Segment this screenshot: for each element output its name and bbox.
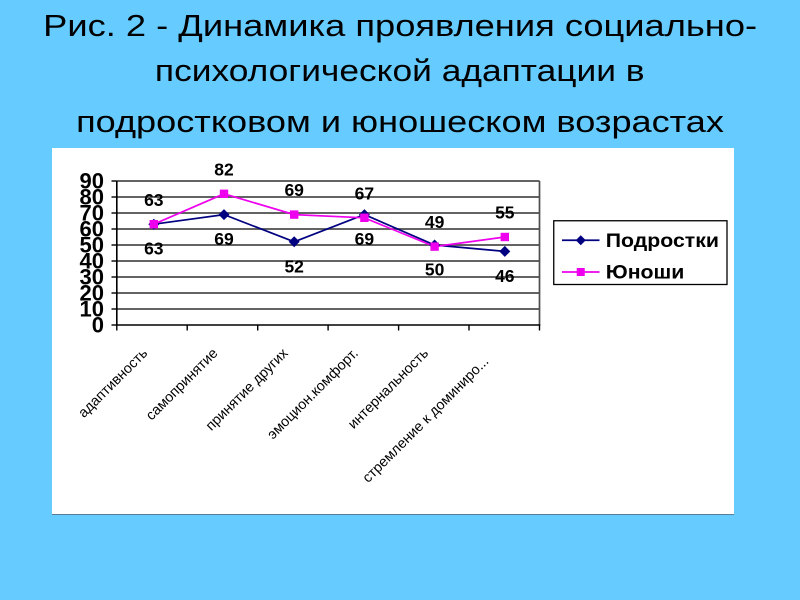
svg-text:30: 30 xyxy=(80,265,104,290)
svg-text:20: 20 xyxy=(80,281,104,306)
svg-text:50: 50 xyxy=(425,260,445,280)
svg-text:69: 69 xyxy=(355,229,375,249)
svg-text:52: 52 xyxy=(284,256,304,276)
svg-text:0: 0 xyxy=(92,313,104,338)
svg-text:90: 90 xyxy=(80,169,104,194)
svg-text:80: 80 xyxy=(80,185,104,210)
svg-text:69: 69 xyxy=(214,229,234,249)
svg-text:46: 46 xyxy=(495,266,515,286)
svg-text:стремление к доминиро...: стремление к доминиро... xyxy=(360,354,493,487)
svg-text:10: 10 xyxy=(80,297,104,322)
svg-text:55: 55 xyxy=(495,203,515,223)
svg-text:самопринятие: самопринятие xyxy=(143,345,221,423)
svg-text:адаптивность: адаптивность xyxy=(75,346,151,422)
svg-text:Подростки: Подростки xyxy=(606,231,719,252)
svg-text:49: 49 xyxy=(425,212,445,232)
svg-text:Юноши: Юноши xyxy=(606,263,685,284)
svg-text:63: 63 xyxy=(144,190,164,210)
svg-text:69: 69 xyxy=(284,180,304,200)
svg-text:70: 70 xyxy=(80,201,104,226)
svg-text:63: 63 xyxy=(144,239,164,259)
svg-text:40: 40 xyxy=(80,249,104,274)
svg-text:50: 50 xyxy=(80,233,104,258)
svg-text:60: 60 xyxy=(80,217,104,242)
svg-text:82: 82 xyxy=(214,159,234,179)
svg-text:67: 67 xyxy=(355,183,374,203)
